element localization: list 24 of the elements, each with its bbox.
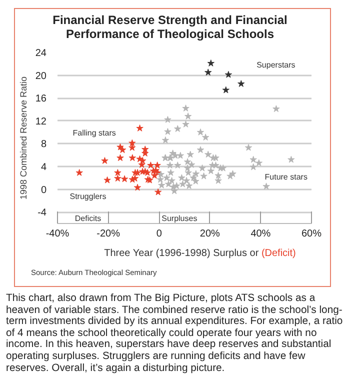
y-tick-label: 4 xyxy=(40,162,47,173)
annotation: Superstars xyxy=(256,60,296,70)
chart-title: Financial Reserve Strength and Financial Performance of Theological Schools xyxy=(52,13,288,41)
y-tick-label: 0 xyxy=(40,184,47,196)
x-axis-title: Three Year (1996-1998) Surplus or (Deficit) xyxy=(104,247,296,261)
annotation: Strugglers xyxy=(70,192,106,202)
y-tick-label: 24 xyxy=(35,48,47,59)
y-tick-label: 16 xyxy=(35,94,47,105)
y-axis-title: 1998 Combined Reserve Ratio xyxy=(18,76,28,200)
x-tick-label: 20% xyxy=(200,228,220,240)
annotation: Future stars xyxy=(264,172,308,182)
y-tick-label: 20 xyxy=(35,70,47,82)
x-tick-label: -40% xyxy=(46,228,70,240)
x-tick-label: 0 xyxy=(156,228,162,240)
x-tick-label: -20% xyxy=(96,228,120,240)
annotation: Surpluses xyxy=(162,214,198,223)
text: This chart, also drawn from The Big Picture, plots ATS schools as a heaven of variable stars. The combined reserve ratio is the school’s long-term investments divided by its annual expenditures. For example, a ratio of 4 means the school theoretically could operate four years with no income. In this heaven, superstars have deep reserves and substantial operating surpluses. Strugglers are running deficits and have few reserves. Overall, it’s again a disturbing picture. xyxy=(6,292,344,374)
annotation: Falling stars xyxy=(72,128,116,138)
y-tick-label: 8 xyxy=(40,139,47,150)
annotation: Deficits xyxy=(74,214,102,223)
x-tick-label: 40% xyxy=(250,228,271,240)
y-tick-label: 12 xyxy=(35,116,47,128)
x-tick-label: 60% xyxy=(301,228,322,240)
y-tick-label: -4 xyxy=(38,208,47,219)
